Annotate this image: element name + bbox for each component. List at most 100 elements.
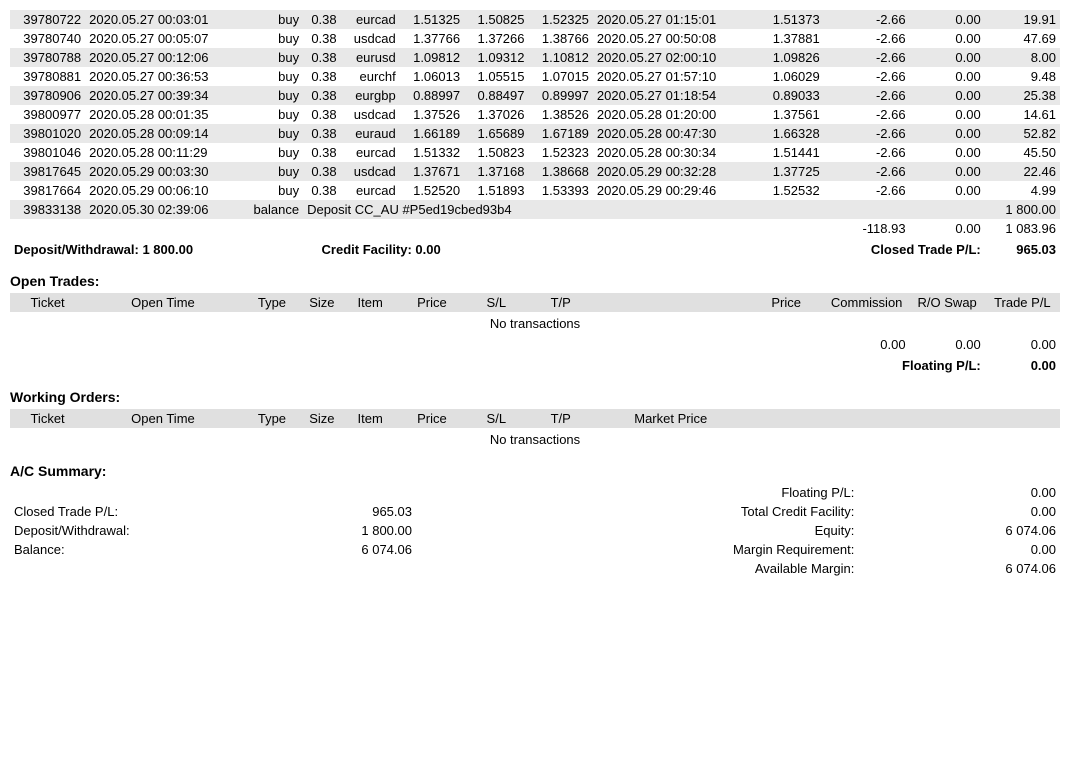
trade-cell: -2.66 — [824, 143, 910, 162]
trade-cell: 1.37168 — [464, 162, 528, 181]
trade-cell: 39780906 — [10, 86, 85, 105]
trade-row: 397807882020.05.27 00:12:06buy0.38eurusd… — [10, 48, 1060, 67]
column-header — [824, 409, 910, 428]
trade-cell: 9.48 — [985, 67, 1060, 86]
trade-cell: 1.10812 — [529, 48, 593, 67]
trade-cell: 0.00 — [910, 105, 985, 124]
ac-left-label — [10, 559, 195, 578]
trade-cell: 8.00 — [985, 48, 1060, 67]
trade-cell: 1.09312 — [464, 48, 528, 67]
column-header — [985, 409, 1060, 428]
no-transactions-text: No transactions — [10, 312, 1060, 335]
trade-cell: 2020.05.28 00:30:34 — [593, 143, 749, 162]
trade-row: 397808812020.05.27 00:36:53buy0.38eurchf… — [10, 67, 1060, 86]
trade-cell: 2020.05.28 01:20:00 — [593, 105, 749, 124]
column-header: Open Time — [85, 409, 241, 428]
trade-cell: 1.37725 — [749, 162, 824, 181]
trade-cell: 1.09812 — [400, 48, 464, 67]
trade-cell: 0.00 — [910, 10, 985, 29]
trade-cell: buy — [241, 10, 303, 29]
trade-cell: 39780788 — [10, 48, 85, 67]
trade-cell: 1.66189 — [400, 124, 464, 143]
ac-left-label — [10, 483, 195, 502]
trade-cell: 1.37561 — [749, 105, 824, 124]
open-trades-table: TicketOpen TimeTypeSizeItemPriceS/LT/PPr… — [10, 293, 1060, 377]
trade-cell: 2020.05.27 00:36:53 — [85, 67, 241, 86]
ac-left-label: Deposit/Withdrawal: — [10, 521, 195, 540]
trade-cell: 1.06013 — [400, 67, 464, 86]
trade-cell: 1.06029 — [749, 67, 824, 86]
ac-left-value: 1 800.00 — [195, 521, 416, 540]
ac-summary-row: Closed Trade P/L:965.03Total Credit Faci… — [10, 502, 1060, 521]
trade-cell: -2.66 — [824, 29, 910, 48]
trade-cell: 22.46 — [985, 162, 1060, 181]
ac-right-label: Total Credit Facility: — [558, 502, 858, 521]
trade-cell: 1.52520 — [400, 181, 464, 200]
trade-cell: 2020.05.27 01:57:10 — [593, 67, 749, 86]
open-totals-commission: 0.00 — [824, 335, 910, 354]
trade-cell: 45.50 — [985, 143, 1060, 162]
ac-right-label: Margin Requirement: — [558, 540, 858, 559]
table-header-row: TicketOpen TimeTypeSizeItemPriceS/LT/PPr… — [10, 293, 1060, 312]
trade-cell: 39780740 — [10, 29, 85, 48]
trade-cell: 1.37526 — [400, 105, 464, 124]
trade-cell: 2020.05.28 00:01:35 — [85, 105, 241, 124]
open-totals-swap: 0.00 — [910, 335, 985, 354]
trade-cell: 2020.05.28 00:11:29 — [85, 143, 241, 162]
ac-right-value: 6 074.06 — [858, 521, 1060, 540]
column-header: Type — [241, 409, 303, 428]
column-header: Item — [341, 409, 400, 428]
trade-row: 397807222020.05.27 00:03:01buy0.38eurcad… — [10, 10, 1060, 29]
trade-cell: 2020.05.27 00:50:08 — [593, 29, 749, 48]
column-header: Market Price — [593, 409, 749, 428]
trade-cell: 39780722 — [10, 10, 85, 29]
trade-cell: 2020.05.29 00:32:28 — [593, 162, 749, 181]
open-totals-profit: 0.00 — [985, 335, 1060, 354]
trade-cell: eurchf — [341, 67, 400, 86]
trade-row: 397807402020.05.27 00:05:07buy0.38usdcad… — [10, 29, 1060, 48]
trade-cell: 47.69 — [985, 29, 1060, 48]
no-transactions-row: No transactions — [10, 312, 1060, 335]
trade-cell: -2.66 — [824, 124, 910, 143]
trade-cell: buy — [241, 105, 303, 124]
trade-row: 398176452020.05.29 00:03:30buy0.38usdcad… — [10, 162, 1060, 181]
ac-left-label: Balance: — [10, 540, 195, 559]
deposit-withdrawal-label: Deposit/Withdrawal: 1 800.00 — [10, 238, 303, 261]
floating-pl-label: Floating P/L: — [749, 354, 985, 377]
ac-left-value — [195, 559, 416, 578]
trade-cell: eurcad — [341, 143, 400, 162]
column-header: R/O Swap — [910, 293, 985, 312]
trade-cell: 1.51373 — [749, 10, 824, 29]
trade-cell: euraud — [341, 124, 400, 143]
trade-cell: 0.00 — [910, 48, 985, 67]
no-transactions-text: No transactions — [10, 428, 1060, 451]
trade-cell: 0.89997 — [529, 86, 593, 105]
trade-cell: 25.38 — [985, 86, 1060, 105]
column-header: Trade P/L — [985, 293, 1060, 312]
trade-cell: 1.67189 — [529, 124, 593, 143]
column-header: Ticket — [10, 293, 85, 312]
ac-right-value: 6 074.06 — [858, 559, 1060, 578]
trade-cell: 39817664 — [10, 181, 85, 200]
column-header — [593, 293, 749, 312]
open-trades-title: Open Trades: — [10, 261, 1061, 293]
trade-cell: buy — [241, 48, 303, 67]
column-header: Open Time — [85, 293, 241, 312]
ac-summary-row: Floating P/L:0.00 — [10, 483, 1060, 502]
trade-cell: usdcad — [341, 105, 400, 124]
trade-cell: -2.66 — [824, 86, 910, 105]
trade-row: 398009772020.05.28 00:01:35buy0.38usdcad… — [10, 105, 1060, 124]
ac-right-value: 0.00 — [858, 540, 1060, 559]
column-header — [749, 409, 824, 428]
column-header: Commission — [824, 293, 910, 312]
trade-cell: 1.65689 — [464, 124, 528, 143]
ac-left-value: 6 074.06 — [195, 540, 416, 559]
trade-cell: buy — [241, 162, 303, 181]
trade-cell: 4.99 — [985, 181, 1060, 200]
trade-cell: -2.66 — [824, 162, 910, 181]
totals-swap: 0.00 — [910, 219, 985, 238]
trade-cell: 0.88997 — [400, 86, 464, 105]
trade-cell: 0.38 — [303, 86, 341, 105]
working-orders-table: TicketOpen TimeTypeSizeItemPriceS/LT/PMa… — [10, 409, 1060, 451]
trade-cell: 1.52325 — [529, 10, 593, 29]
